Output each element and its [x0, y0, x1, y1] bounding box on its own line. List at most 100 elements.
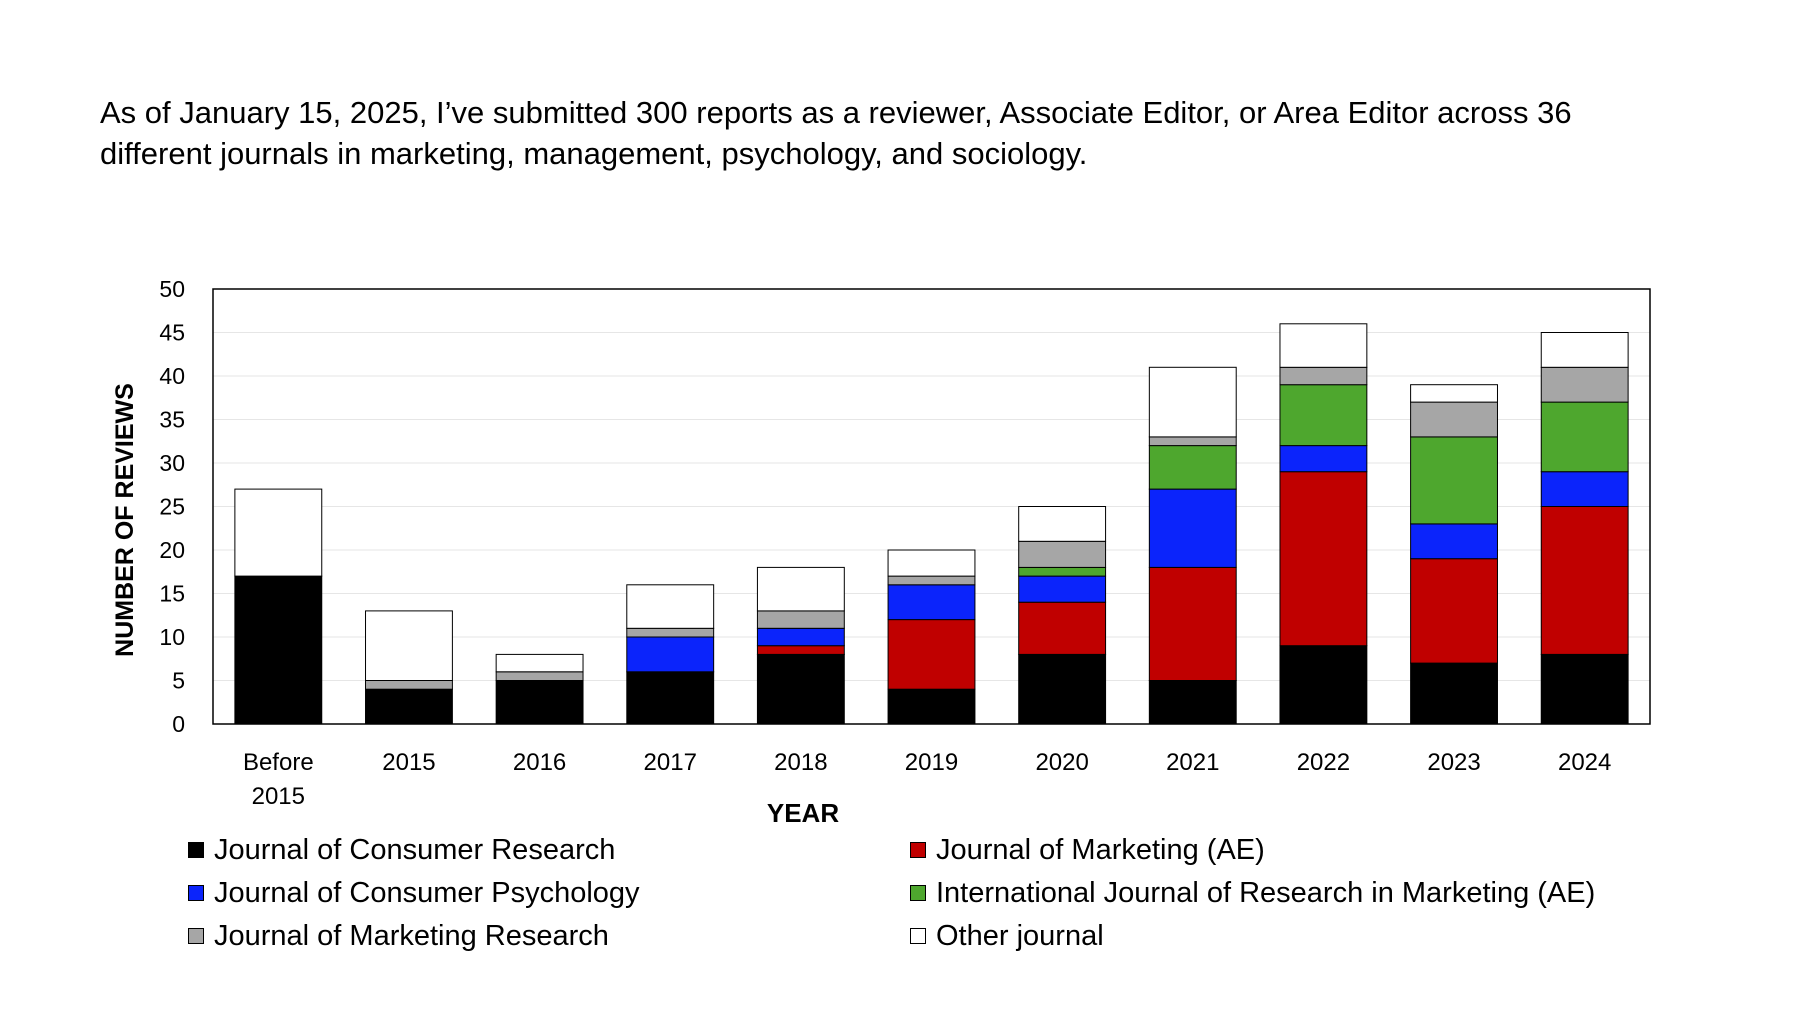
bar-segment — [1148, 366, 1237, 438]
bar-segment — [756, 610, 845, 629]
bar-segment — [365, 680, 453, 690]
bar-segment — [887, 549, 976, 577]
y-tick-label: 45 — [159, 320, 185, 346]
stacked-bar-chart: 0 5 10 15 20 25 30 35 40 45 50 Before 2015 2015 2016 2… — [111, 276, 1651, 828]
legend-swatch — [188, 842, 204, 858]
y-tick-label: 40 — [159, 363, 185, 389]
legend-label: Journal of Consumer Research — [214, 834, 616, 866]
legend-label: Other journal — [936, 920, 1104, 952]
bar-segment — [1279, 366, 1368, 386]
bar-segment — [1018, 601, 1107, 655]
bar-segment — [887, 584, 976, 621]
legend-item: Journal of Consumer Research — [188, 834, 910, 866]
intro-text: As of January 15, 2025, I’ve submitted 3… — [100, 95, 1572, 171]
y-tick-label: 35 — [159, 407, 185, 433]
bar-segment — [1540, 506, 1629, 655]
y-tick-label: 10 — [159, 624, 185, 650]
legend-swatch — [910, 885, 926, 901]
bar-segment — [495, 653, 584, 673]
bar-segment — [1148, 436, 1237, 447]
bar-segment — [756, 566, 845, 612]
legend-swatch — [188, 928, 204, 944]
legend-label: Journal of Marketing (AE) — [936, 834, 1265, 866]
bar-segment — [1540, 332, 1629, 368]
bar-segment — [365, 610, 453, 682]
bar-segment — [887, 688, 976, 725]
bar-segment — [626, 636, 715, 673]
legend-item: Other journal — [910, 920, 1610, 952]
x-tick-label: 2020 — [1035, 749, 1088, 776]
bar-segment — [1540, 471, 1629, 508]
x-tick-label: 2016 — [513, 749, 566, 776]
bar-segment — [1410, 436, 1498, 525]
x-tick-label: 2015 — [382, 749, 435, 776]
x-tick-label: Before 2015 — [243, 749, 314, 810]
bar-segment — [495, 680, 584, 725]
bar-segment — [1540, 653, 1629, 725]
bar-segment — [1279, 645, 1368, 725]
bar-segment — [365, 688, 453, 725]
bar-segment — [1018, 540, 1107, 568]
bar-segment — [234, 488, 323, 577]
x-axis-label: YEAR — [767, 798, 839, 828]
bar-segment — [1148, 680, 1237, 725]
bar-segment — [1540, 366, 1629, 403]
y-tick-label: 0 — [172, 711, 185, 737]
bar-segment — [756, 653, 845, 725]
x-tick-label: 2021 — [1166, 749, 1219, 776]
x-tick-label: 2024 — [1558, 749, 1611, 776]
legend-label: International Journal of Research in Mar… — [936, 877, 1596, 909]
legend-swatch — [910, 928, 926, 944]
bar-segment — [626, 584, 715, 629]
bar-segment — [626, 671, 715, 725]
bar-segment — [1279, 471, 1368, 647]
y-tick-label: 15 — [159, 581, 185, 607]
bar-segment — [1410, 523, 1498, 560]
x-tick-label: 2019 — [905, 749, 958, 776]
bar-segment — [1018, 506, 1107, 542]
x-tick-label: 2023 — [1427, 749, 1480, 776]
y-tick-label: 5 — [172, 668, 185, 694]
x-tick-label: 2017 — [644, 749, 697, 776]
legend-item: Journal of Marketing (AE) — [910, 834, 1610, 866]
x-tick-label: 2022 — [1297, 749, 1350, 776]
y-tick-label: 50 — [159, 276, 185, 302]
legend-swatch — [910, 842, 926, 858]
y-tick-labels: 0 5 10 15 20 25 30 35 40 45 50 — [159, 276, 185, 737]
y-tick-label: 20 — [159, 537, 185, 563]
bar-segment — [626, 627, 715, 638]
bar-segment — [1018, 653, 1107, 725]
bar-segment — [756, 627, 845, 647]
legend-swatch — [188, 885, 204, 901]
bar-segment — [1410, 558, 1498, 664]
bar-segment — [1018, 566, 1107, 577]
legend-item: Journal of Marketing Research — [188, 920, 910, 952]
legend: Journal of Consumer Research Journal of … — [188, 834, 1628, 952]
bar-segment — [234, 575, 323, 725]
legend-item: International Journal of Research in Mar… — [910, 877, 1610, 909]
bar-segment — [756, 645, 845, 655]
x-tick-label: 2018 — [774, 749, 827, 776]
bar-segment — [1410, 662, 1498, 725]
bar-segment — [1018, 575, 1107, 603]
bar-segment — [1279, 445, 1368, 473]
x-tick-labels: Before 2015 2015 2016 2017 2018 2019 2020 2021 20… — [243, 749, 1611, 810]
bar-segment — [1279, 384, 1368, 447]
y-tick-label: 30 — [159, 450, 185, 476]
bar-segment — [1410, 401, 1498, 438]
y-axis-label: NUMBER OF REVIEWS — [111, 383, 139, 657]
plot-area-border — [212, 288, 1651, 725]
legend-label: Journal of Consumer Psychology — [214, 877, 640, 909]
bar-segment — [495, 671, 584, 681]
bar-segment — [1410, 384, 1498, 403]
legend-label: Journal of Marketing Research — [214, 920, 609, 952]
bars — [234, 323, 1629, 725]
legend-item: Journal of Consumer Psychology — [188, 877, 910, 909]
bar-segment — [1148, 445, 1237, 490]
bar-segment — [1540, 401, 1629, 473]
bar-segment — [1148, 488, 1237, 568]
y-tick-label: 25 — [159, 494, 185, 520]
bar-segment — [887, 575, 976, 586]
bar-segment — [1279, 323, 1368, 368]
bar-segment — [1148, 566, 1237, 682]
